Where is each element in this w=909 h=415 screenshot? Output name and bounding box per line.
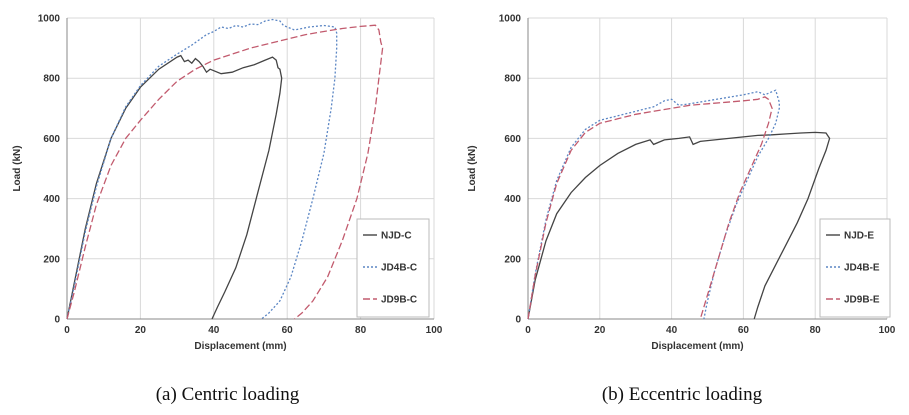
x-tick-label: 40 — [208, 325, 220, 336]
x-tick-label: 0 — [64, 325, 70, 336]
legend-label: JD4B-C — [381, 263, 417, 274]
y-tick-label: 600 — [504, 134, 521, 145]
y-tick-label: 800 — [504, 74, 521, 85]
y-tick-label: 600 — [43, 134, 60, 145]
chart-eccentric: 0 20 40 60 80 10002004006008001000Displacemen… — [467, 14, 896, 353]
x-tick-label: 20 — [594, 325, 606, 336]
y-tick-label: 0 — [54, 315, 60, 326]
y-tick-label: 200 — [43, 254, 60, 265]
series-line-jd9b-c — [66, 24, 384, 320]
x-tick-label: 100 — [879, 325, 896, 336]
y-tick-label: 1000 — [499, 14, 522, 25]
y-tick-label: 400 — [43, 194, 60, 205]
x-tick-label: 100 — [426, 325, 443, 336]
series-line-njd-c — [66, 54, 283, 320]
series-line-jd9b-e — [527, 96, 773, 320]
chart-centric: 0 20 40 60 80 10002004006008001000Displacemen… — [12, 14, 443, 353]
x-tick-label: 60 — [738, 325, 750, 336]
caption-centric: (a) Centric loading — [155, 384, 300, 405]
legend-label: JD9B-C — [381, 295, 417, 306]
y-axis-label: Load (kN) — [467, 145, 478, 191]
chart-panel-centric: 0 20 40 60 80 100 0 200 400 600 800 1000 Displacemen… — [12, 14, 443, 406]
x-tick-label: 80 — [810, 325, 822, 336]
legend-label: NJD-E — [844, 231, 874, 242]
y-tick-label: 400 — [504, 194, 521, 205]
legend-label: JD4B-E — [844, 263, 880, 274]
y-axis-label: Load (kN) — [12, 145, 23, 191]
x-tick-label: 20 — [135, 325, 147, 336]
x-axis-label: Displacement (mm) — [194, 341, 286, 352]
legend-label: NJD-C — [381, 231, 412, 242]
series-line-jd4b-e — [527, 89, 780, 320]
x-tick-label: 40 — [666, 325, 678, 336]
y-tick-label: 200 — [504, 254, 521, 265]
legend-label: JD9B-E — [844, 295, 880, 306]
x-tick-label: 60 — [282, 325, 294, 336]
y-tick-label: 800 — [43, 74, 60, 85]
series-line-jd4b-c — [66, 18, 338, 320]
x-axis-label: Displacement (mm) — [651, 341, 743, 352]
y-tick-label: 0 — [515, 315, 521, 326]
chart-panel-eccentric: 0 20 40 60 80 100 0 200 400 600 800 1000 Displacemen… — [455, 0, 909, 415]
series-line-njd-e — [527, 131, 831, 320]
caption-eccentric: (b) Eccentric loading — [601, 384, 763, 405]
x-tick-label: 0 — [525, 325, 531, 336]
x-tick-label: 80 — [355, 325, 367, 336]
y-tick-label: 1000 — [38, 14, 61, 25]
